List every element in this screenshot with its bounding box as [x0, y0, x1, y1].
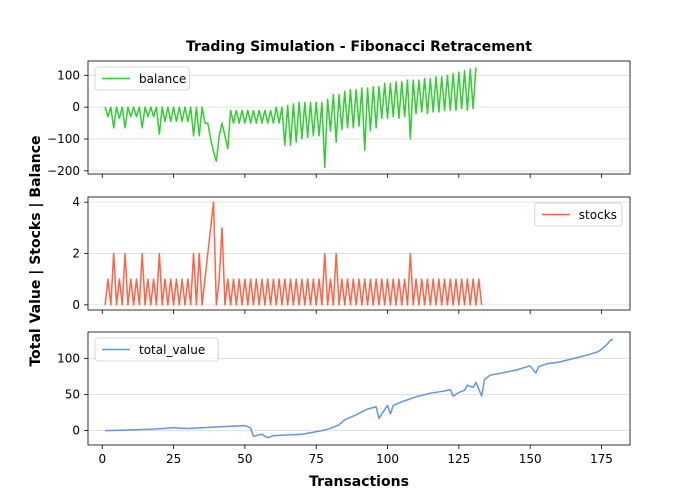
axes-frame	[87, 196, 631, 311]
legend-label: balance	[139, 72, 186, 86]
y-tick-label: 0	[72, 298, 80, 312]
y-tick-label: 100	[57, 68, 80, 82]
x-tick-label: 150	[519, 452, 542, 466]
stocks-legend: stocks	[534, 202, 623, 227]
y-tick-label: 2	[72, 247, 80, 261]
axes-frame	[87, 331, 631, 446]
legend-box	[94, 66, 190, 91]
balance-line	[104, 67, 477, 169]
x-axis-label: Transactions	[309, 474, 409, 490]
x-tick-label: 125	[447, 452, 470, 466]
y-axis-label: Total Value | Stocks | Balance	[28, 135, 44, 366]
x-tick-label: 100	[376, 452, 399, 466]
chart-title: Trading Simulation - Fibonacci Retraceme…	[186, 39, 532, 55]
stocks-panel: 0 2 4 stocks	[72, 195, 631, 314]
x-tick-label: 25	[166, 452, 181, 466]
y-tick-label: 4	[72, 195, 80, 209]
legend-box	[534, 202, 623, 227]
legend-box	[94, 337, 219, 362]
y-tick-label: 50	[65, 388, 80, 402]
y-tick-label: 100	[57, 352, 80, 366]
y-tick-label: 0	[72, 424, 80, 438]
y-tick-label: −200	[47, 164, 80, 178]
total-value-legend: total_value	[94, 337, 219, 362]
axes-frame	[87, 60, 631, 175]
stocks-line	[104, 201, 483, 306]
x-tick-label: 175	[590, 452, 613, 466]
x-tick-label: 75	[309, 452, 324, 466]
y-tick-label: −100	[47, 132, 80, 146]
balance-legend: balance	[94, 66, 190, 91]
y-tick-label: 0	[72, 100, 80, 114]
x-tick-label: 50	[237, 452, 252, 466]
legend-label: total_value	[139, 343, 205, 357]
panels: −200 −100 0 100 balance 0 2 4 stocks 0 50 100 0 25 50 7…	[47, 60, 631, 466]
legend-label: stocks	[579, 208, 617, 222]
balance-panel: −200 −100 0 100 balance	[47, 60, 631, 178]
total-value-panel: 0 50 100 0 25 50 75 100 125 150 175 total_value	[57, 331, 631, 466]
total_value-line	[105, 338, 614, 439]
x-tick-label: 0	[98, 452, 106, 466]
